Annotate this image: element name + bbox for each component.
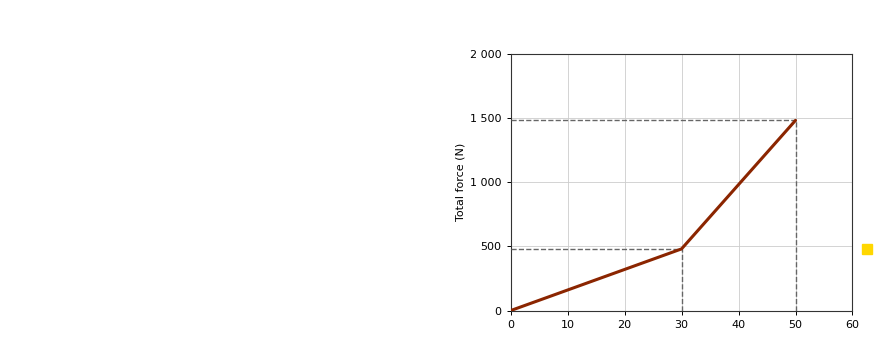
Y-axis label: Total force (N): Total force (N)	[456, 143, 466, 221]
